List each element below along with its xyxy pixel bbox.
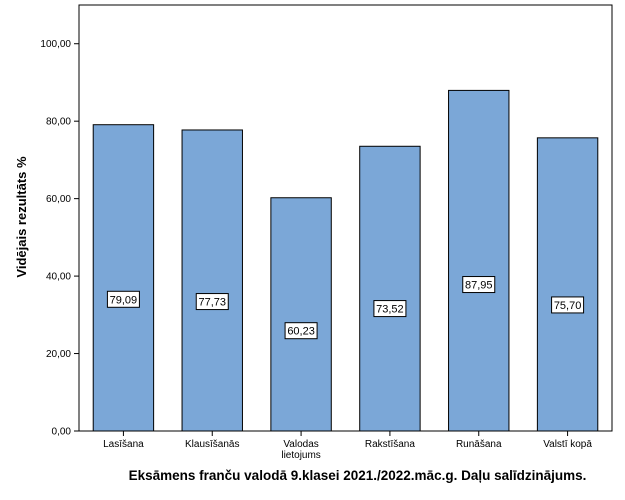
y-axis-title: Vidējais rezultāts % (14, 156, 29, 278)
data-label: 73,52 (376, 304, 404, 316)
y-tick-label: 0,00 (52, 427, 72, 438)
plot-frame (78, 4, 613, 432)
x-category-label: Valstī kopā (543, 439, 592, 450)
bar (359, 145, 421, 432)
y-tick-label: 20,00 (46, 349, 71, 360)
bar (92, 124, 155, 432)
x-category-label: lietojums (281, 450, 320, 461)
data-label-box (373, 300, 407, 318)
data-label-box (284, 322, 318, 340)
data-label-box (551, 296, 585, 314)
x-category-label: Runāšana (456, 439, 502, 450)
data-label-box (106, 290, 140, 308)
bar (181, 129, 243, 432)
bar (448, 89, 510, 432)
x-category-label: Rakstīšana (365, 439, 415, 450)
y-tick-label: 60,00 (46, 194, 71, 205)
data-label: 75,70 (554, 300, 582, 312)
x-category-label: Klausīšanās (185, 439, 239, 450)
data-label: 77,73 (198, 297, 226, 309)
data-label: 60,23 (287, 326, 315, 338)
y-tick-label: 40,00 (46, 272, 71, 283)
bar (536, 137, 599, 432)
labels-layer: 0,00 20,00 40,00 60,00 80,00 100,00 Lasīšana 79… (40, 39, 592, 461)
data-label-box (462, 276, 496, 294)
bars-layer (92, 89, 599, 432)
bar (270, 197, 332, 432)
x-axis-title: Eksāmens franču valodā 9.klasei 2021./20… (128, 468, 587, 483)
data-label: 79,09 (110, 294, 138, 306)
x-category-label: Lasīšana (103, 439, 144, 450)
data-label: 87,95 (465, 280, 493, 292)
axes-layer (74, 4, 613, 436)
y-tick-label: 80,00 (46, 117, 71, 128)
data-label-box (195, 293, 229, 311)
x-category-label: Valodas (283, 439, 318, 450)
y-tick-label: 100,00 (40, 39, 71, 50)
